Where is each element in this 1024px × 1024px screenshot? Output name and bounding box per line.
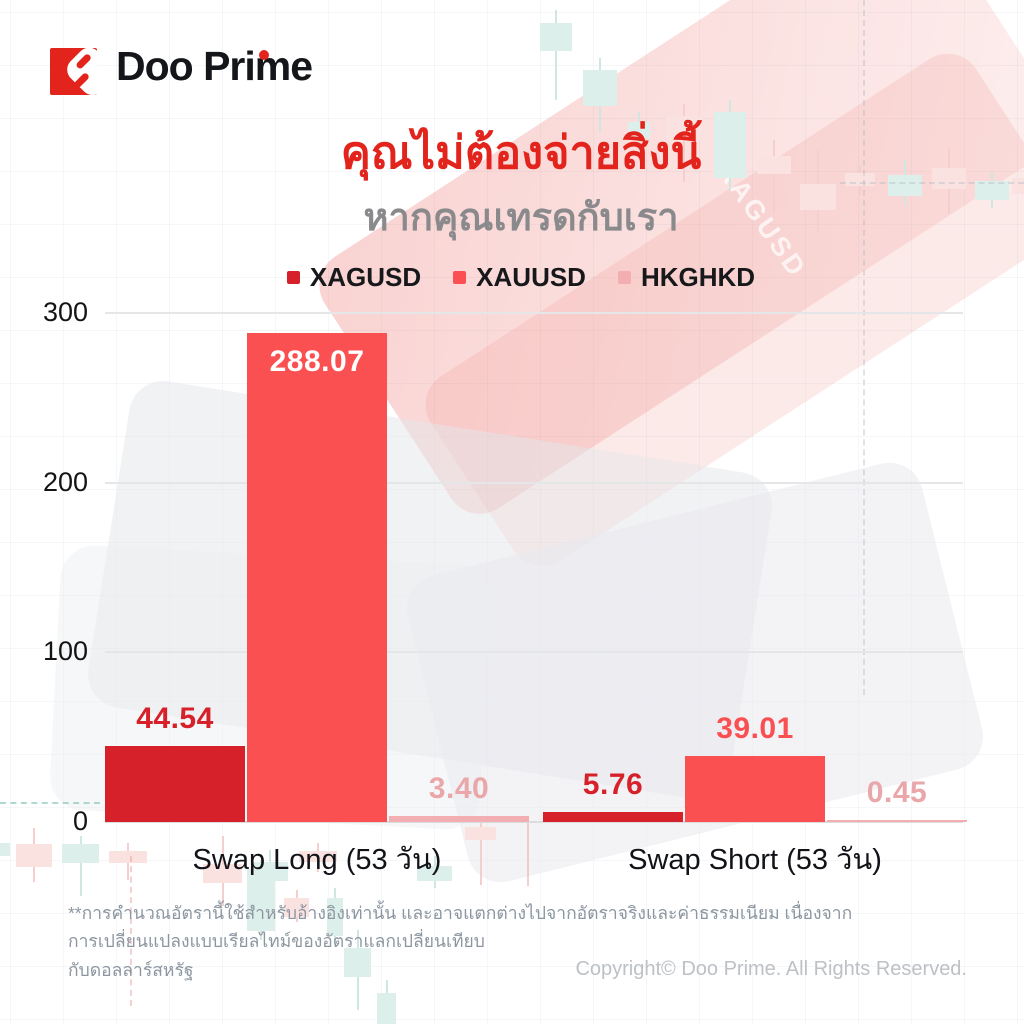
bar-xagusd-1 (543, 812, 683, 822)
y-axis-tick: 300 (42, 297, 88, 327)
candlestick-wick (79, 836, 82, 896)
candlestick-decoration (800, 184, 836, 210)
candlestick-decoration (465, 827, 496, 840)
y-axis-tick: 100 (42, 636, 88, 667)
logo-arrow-icon (61, 48, 97, 95)
disclaimer-line1: **การคำนวณอัตรานี้ใช้สำหรับอ้างอิงเท่านั… (68, 903, 853, 952)
candlestick-decoration (628, 122, 650, 138)
dashed-line-decoration (130, 856, 132, 1006)
value-label-hkghkd-0: 3.40 (428, 772, 490, 805)
value-label-xauusd-1: 39.01 (716, 712, 794, 745)
bar-xauusd-0 (247, 333, 387, 822)
gridline (105, 481, 963, 484)
candlestick-decoration (932, 168, 966, 189)
candlestick-decoration (540, 23, 572, 51)
value-label-hkghkd-1: 0.45 (866, 776, 928, 809)
candlestick-decoration (62, 844, 99, 863)
candlestick-decoration (714, 112, 746, 178)
candlestick-decoration (0, 843, 10, 856)
candlestick-decoration (109, 851, 147, 863)
candlestick-decoration (203, 864, 242, 883)
candlestick-wick (479, 818, 482, 885)
candlestick-decoration (757, 156, 791, 174)
candlestick-wick (555, 10, 557, 100)
gridline (105, 651, 963, 654)
legend-swatch-hkghkd (617, 271, 631, 284)
bar-hkghkd-0 (389, 816, 529, 822)
candlestick-decoration (666, 116, 702, 140)
legend-label-hkghkd: HKGHKD (640, 262, 756, 292)
chart-legend: XAGUSD XAUUSD HKGHKD (9, 262, 1024, 293)
legend-swatch-xauusd (453, 271, 467, 284)
candlestick-decoration (16, 844, 52, 867)
candlestick-wick (683, 104, 685, 182)
bar-hkghkd-1 (827, 820, 967, 822)
candlestick-decoration (845, 173, 875, 186)
candlestick-decoration (975, 181, 1009, 200)
y-axis-tick: 0 (72, 806, 88, 836)
dashed-line-decoration (527, 822, 529, 886)
candlestick-decoration (344, 948, 371, 977)
value-label-xagusd-1: 5.76 (582, 768, 644, 801)
dashed-line-decoration (0, 802, 100, 804)
candlestick-decoration (377, 993, 396, 1024)
disclaimer-line2: กับดอลลาร์สหรัฐ (68, 959, 194, 980)
candlestick-decoration (417, 866, 452, 881)
candlestick-decoration (299, 851, 337, 862)
dashed-line-decoration (863, 0, 865, 695)
legend-label-xauusd: XAUUSD (476, 262, 586, 292)
candlestick-decoration (284, 898, 309, 917)
gridline (105, 312, 963, 314)
candlestick-decoration (247, 869, 275, 931)
legend-label-xagusd: XAGUSD (309, 262, 422, 292)
candlestick-decoration (327, 898, 343, 936)
candlestick-decoration (888, 175, 922, 196)
logo-wordmark: Doo Prime (116, 43, 313, 89)
copyright: Copyright© Doo Prime. All Rights Reserve… (575, 958, 967, 980)
bar-xauusd-1 (685, 756, 825, 822)
y-axis-tick: 200 (42, 466, 88, 497)
page-subtitle: หากคุณเทรดกับเรา (363, 197, 679, 239)
value-label-xagusd-0: 44.54 (136, 702, 214, 735)
legend-item-xauusd: XAUUSD (453, 262, 586, 293)
doo-prime-logo-mark (50, 48, 97, 95)
logo-i-dot (259, 50, 269, 60)
disclaimer: **การคำนวณอัตรานี้ใช้สำหรับอ้างอิงเท่านั… (68, 899, 868, 984)
value-label-xauusd-0: 288.07 (269, 345, 365, 378)
page-title: คุณไม่ต้องจ่ายสิ่งนี้ (340, 127, 702, 178)
candlestick-decoration (583, 70, 617, 106)
candlestick-wick (773, 140, 775, 214)
bar-xagusd-0 (105, 746, 245, 822)
x-axis-label-swap-long: Swap Long (53 วัน) (192, 844, 442, 876)
legend-swatch-xagusd (286, 271, 300, 284)
legend-item-xagusd: XAGUSD (286, 262, 422, 293)
x-axis-label-swap-short: Swap Short (53 วัน) (628, 844, 882, 876)
dashed-line-decoration (840, 182, 1024, 184)
legend-item-hkghkd: HKGHKD (617, 262, 756, 293)
gridline (105, 821, 963, 823)
candlestick-decoration (1012, 178, 1024, 194)
